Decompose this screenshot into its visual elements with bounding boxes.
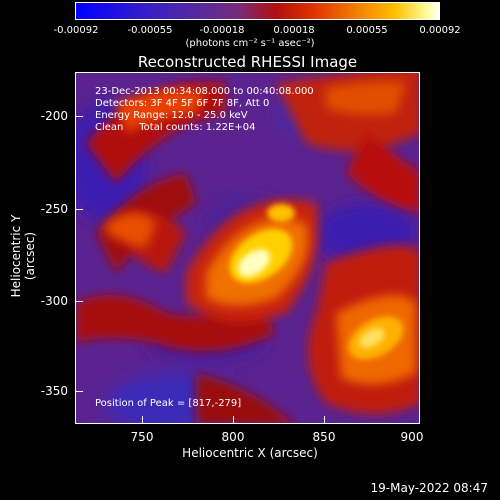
y-tick-label: -200	[40, 109, 68, 123]
y-tick-mark	[75, 116, 83, 117]
colorbar-tick: 0.00018	[273, 25, 315, 36]
rhessi-image-map	[76, 73, 419, 423]
time-range-label: 23-Dec-2013 00:34:08.000 to 00:40:08.000	[95, 86, 314, 97]
colorbar-tick: 0.00055	[346, 25, 388, 36]
datestamp: 19-May-2022 08:47	[370, 481, 488, 495]
energy-range-label: Energy Range: 12.0 - 25.0 keV	[95, 110, 248, 121]
y-tick-label: -300	[40, 294, 68, 308]
detectors-label: Detectors: 3F 4F 5F 6F 7F 8F, Att 0	[95, 98, 270, 109]
colorbar-tick: -0.00092	[53, 25, 99, 36]
colorbar	[75, 2, 440, 20]
peak-position-label: Position of Peak = [817,-279]	[95, 398, 242, 409]
y-tick-mark	[75, 301, 83, 302]
colorbar-tick: -0.00018	[199, 25, 245, 36]
colorbar-tick: 0.00092	[419, 25, 461, 36]
x-tick-mark	[233, 416, 234, 424]
x-tick-label: 800	[221, 430, 245, 444]
y-tick-label: -250	[40, 202, 68, 216]
x-tick-mark	[324, 416, 325, 424]
y-axis-label: Heliocentric Y (arcsec)	[9, 214, 37, 298]
rhessi-image	[75, 72, 420, 424]
y-tick-mark	[75, 391, 83, 392]
x-tick-label: 750	[130, 430, 154, 444]
x-tick-label: 900	[400, 430, 424, 444]
y-tick-mark	[75, 209, 83, 210]
total-counts-label: Clean Total counts: 1.22E+04	[95, 122, 256, 133]
plot-title: Reconstructed RHESSI Image	[137, 53, 358, 71]
colorbar-tick: -0.00055	[127, 25, 173, 36]
x-tick-mark	[142, 416, 143, 424]
x-axis-label: Heliocentric X (arcsec)	[182, 446, 318, 460]
y-tick-label: -350	[40, 384, 68, 398]
x-tick-label: 850	[312, 430, 336, 444]
colorbar-units: (photons cm⁻² s⁻¹ asec⁻²)	[185, 38, 315, 49]
